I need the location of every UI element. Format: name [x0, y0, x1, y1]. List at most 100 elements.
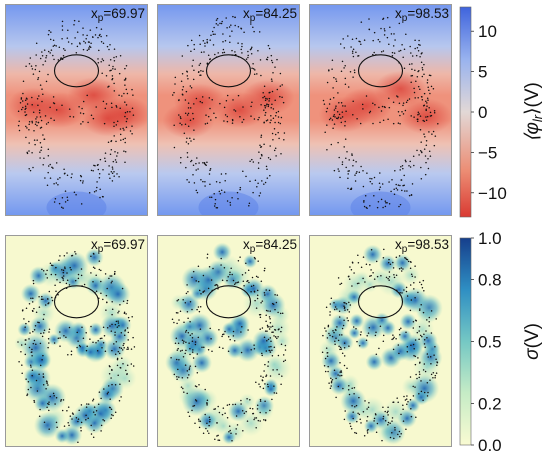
particle-dot: [265, 120, 268, 122]
particle-dot: [204, 42, 206, 45]
particle-dot: [279, 85, 282, 87]
particle-dot: [261, 155, 263, 157]
particle-dot: [123, 342, 125, 345]
particle-dot: [214, 408, 217, 410]
particle-dot: [219, 181, 221, 184]
particle-dot: [434, 377, 436, 379]
particle-dot: [432, 372, 435, 374]
particle-dot: [186, 311, 189, 313]
particle-dot: [40, 119, 43, 122]
particle-dot: [123, 346, 125, 349]
particle-dot: [258, 195, 261, 197]
particle-dot: [31, 104, 33, 106]
particle-dot: [126, 302, 128, 304]
particle-dot: [420, 303, 422, 306]
particle-dot: [280, 326, 283, 329]
particle-dot: [98, 268, 101, 271]
particle-dot: [37, 321, 39, 323]
particle-dot: [261, 352, 263, 355]
particle-dot: [266, 177, 269, 179]
particle-dot: [193, 182, 196, 184]
particle-dot: [275, 392, 278, 394]
particle-dot: [202, 274, 205, 277]
particle-dot: [268, 100, 270, 102]
particle-dot: [337, 374, 339, 376]
particle-dot: [256, 294, 259, 297]
particle-dot: [283, 132, 286, 134]
particle-dot: [261, 180, 263, 182]
particle-dot: [226, 404, 229, 406]
particle-dot: [428, 320, 430, 323]
particle-dot: [337, 116, 340, 118]
particle-dot: [356, 340, 358, 343]
particle-dot: [343, 319, 345, 321]
particle-dot: [437, 123, 439, 125]
particle-dot: [26, 103, 29, 105]
particle-dot: [394, 429, 396, 431]
particle-dot: [198, 384, 200, 386]
particle-dot: [414, 97, 416, 99]
particle-dot: [263, 269, 266, 272]
particle-dot: [111, 323, 113, 326]
particle-dot: [192, 349, 194, 351]
particle-dot: [344, 138, 347, 140]
particle-dot: [402, 167, 404, 170]
particle-dot: [177, 298, 180, 301]
particle-dot: [51, 299, 54, 302]
particle-dot: [66, 252, 68, 254]
particle-dot: [328, 118, 331, 121]
particle-dot: [31, 121, 34, 124]
particle-dot: [400, 327, 402, 330]
particle-dot: [257, 167, 260, 169]
particle-dot: [329, 311, 331, 313]
particle-dot: [96, 181, 98, 183]
particle-dot: [62, 269, 65, 272]
particle-dot: [417, 85, 420, 88]
particle-dot: [173, 321, 175, 324]
particle-dot: [398, 430, 401, 433]
particle-dot: [100, 292, 102, 295]
particle-dot: [195, 189, 198, 192]
particle-dot: [266, 119, 269, 121]
particle-dot: [371, 177, 373, 180]
particle-dot: [211, 30, 214, 33]
particle-dot: [271, 302, 274, 305]
particle-dot: [220, 257, 222, 260]
particle-dot: [176, 299, 178, 302]
particle-dot: [179, 161, 182, 164]
particle-dot: [18, 361, 20, 363]
particle-dot: [333, 369, 336, 372]
particle-dot: [64, 267, 66, 270]
particle-dot: [241, 409, 244, 412]
particle-dot: [352, 48, 355, 50]
particle-dot: [184, 352, 186, 355]
particle-dot: [260, 74, 262, 77]
particle-dot: [93, 253, 95, 255]
particle-dot: [360, 422, 362, 424]
particle-dot: [434, 345, 436, 348]
particle-dot: [48, 331, 50, 333]
particle-dot: [359, 418, 361, 420]
particle-dot: [35, 343, 37, 346]
particle-dot: [251, 101, 253, 104]
particle-dot: [416, 331, 419, 334]
particle-dot: [185, 166, 187, 169]
particle-dot: [408, 194, 411, 197]
particle-dot: [369, 204, 371, 207]
particle-dot: [100, 41, 103, 43]
particle-dot: [64, 49, 66, 52]
particle-dot: [231, 49, 233, 52]
particle-dot: [249, 160, 251, 162]
particle-dot: [265, 350, 268, 352]
particle-dot: [271, 349, 273, 352]
particle-dot: [336, 110, 339, 113]
particle-dot: [173, 146, 176, 149]
particle-dot: [281, 312, 284, 314]
particle-dot: [110, 377, 112, 379]
particle-dot: [57, 293, 59, 296]
particle-dot: [364, 194, 367, 197]
particle-dot: [239, 256, 241, 258]
particle-dot: [132, 336, 134, 339]
particle-dot: [224, 330, 226, 333]
particle-dot: [202, 432, 205, 435]
